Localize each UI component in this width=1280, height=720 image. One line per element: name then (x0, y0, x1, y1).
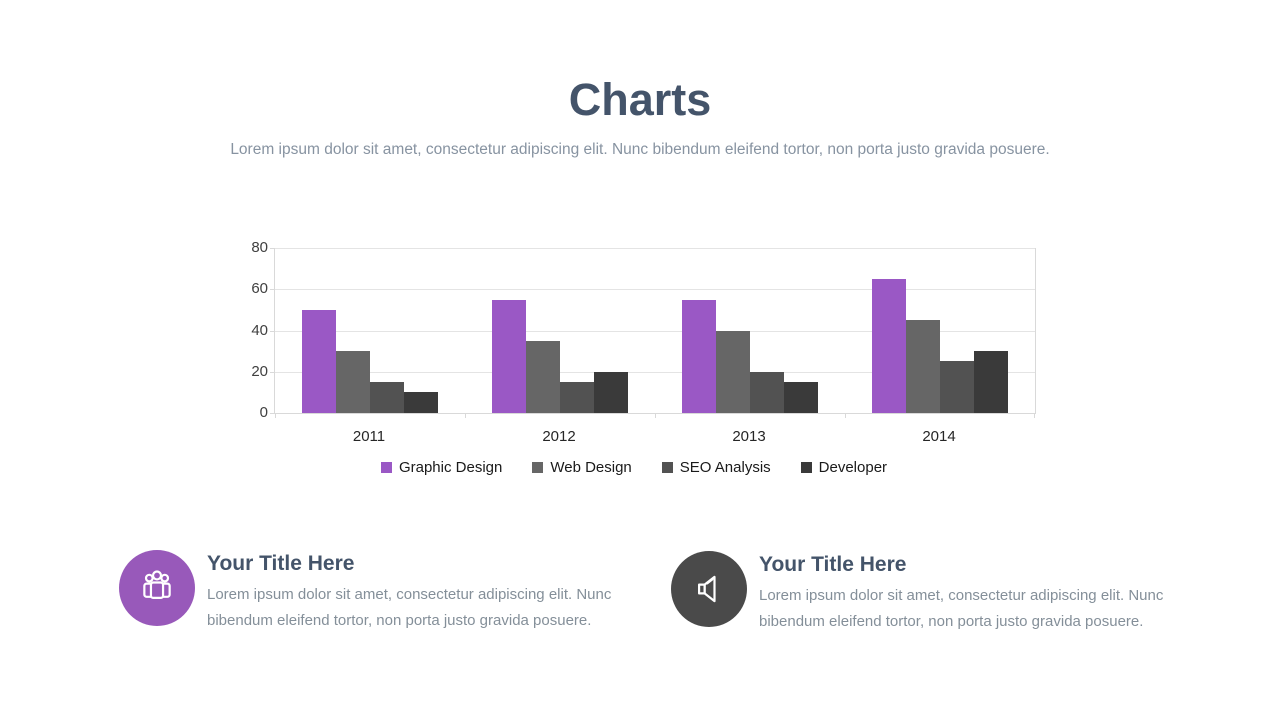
y-tick-label: 80 (251, 239, 268, 256)
feature-block-left: Your Title Here Lorem ipsum dolor sit am… (119, 550, 659, 633)
gridline (275, 248, 1035, 249)
bar-2011-seo-analysis (370, 382, 404, 413)
legend-label: Web Design (550, 459, 632, 476)
feature-block-right: Your Title Here Lorem ipsum dolor sit am… (671, 551, 1211, 634)
x-tick-label: 2013 (732, 428, 766, 445)
gridline (275, 330, 1035, 332)
bar-2012-graphic-design (492, 299, 526, 413)
bar-2012-developer (594, 371, 628, 413)
feature-body: Lorem ipsum dolor sit amet, consectetur … (207, 586, 612, 629)
feature-text: Your Title Here Lorem ipsum dolor sit am… (759, 551, 1211, 634)
bar-2013-web-design (716, 330, 750, 413)
bar-2011-developer (404, 392, 438, 413)
bar-chart: 0 20 40 60 80 2011 2012 2013 2014 Graphic Desig… (234, 239, 1036, 493)
legend-swatch (800, 462, 812, 473)
feature-title: Your Title Here (207, 552, 355, 575)
speaker-icon (698, 575, 716, 603)
y-axis-tick (270, 289, 274, 291)
gridline (275, 371, 1035, 373)
y-axis-labels: 0 20 40 60 80 (234, 239, 268, 421)
y-tick-label: 20 (251, 362, 268, 380)
speaker-icon-badge (671, 551, 747, 627)
y-tick-label: 40 (251, 321, 268, 339)
legend-item-seo-analysis: SEO Analysis (661, 459, 771, 476)
y-axis-tick (270, 413, 274, 414)
people-group-icon-badge (119, 550, 195, 626)
legend-item-developer: Developer (800, 459, 888, 476)
chart-plot-area (270, 248, 1036, 418)
page-title: Charts (568, 74, 712, 125)
legend-item-web-design: Web Design (532, 459, 632, 476)
legend-swatch (661, 462, 673, 473)
legend-label: SEO Analysis (679, 459, 771, 476)
bar-2013-developer (784, 382, 818, 413)
bar-2013-graphic-design (682, 299, 716, 413)
people-group-icon (143, 570, 171, 599)
x-axis-tick (1034, 414, 1035, 418)
feature-text: Your Title Here Lorem ipsum dolor sit am… (207, 550, 659, 633)
bar-2013-seo-analysis (750, 371, 784, 413)
bar-group-2013 (655, 248, 845, 413)
x-axis-tick (275, 414, 276, 418)
bar-2014-developer (974, 351, 1008, 413)
bar-group-2012 (465, 248, 655, 413)
y-tick-label: 0 (259, 404, 268, 421)
x-tick-label: 2014 (922, 428, 956, 445)
y-tick-label: 60 (251, 280, 268, 298)
bar-2011-graphic-design (302, 309, 336, 413)
bar-2014-seo-analysis (940, 361, 974, 413)
legend-item-graphic-design: Graphic Design (380, 459, 503, 476)
bar-group-2011 (275, 248, 465, 413)
bar-2014-graphic-design (872, 278, 906, 413)
gridline (275, 289, 1035, 291)
bar-group-2014 (845, 248, 1035, 413)
bar-2011-web-design (336, 351, 370, 413)
x-axis-tick (465, 414, 466, 418)
legend-swatch (532, 462, 544, 473)
y-axis-tick (270, 371, 274, 373)
bar-2012-seo-analysis (560, 382, 594, 413)
x-tick-label: 2012 (542, 428, 576, 445)
y-axis-tick (270, 330, 274, 332)
bar-groups (275, 248, 1035, 413)
x-axis-tick (655, 414, 656, 418)
legend-label: Graphic Design (398, 459, 503, 476)
x-axis-labels: 2011 2012 2013 2014 (274, 428, 1034, 445)
bar-2014-web-design (906, 320, 940, 413)
feature-body: Lorem ipsum dolor sit amet, consectetur … (759, 587, 1164, 630)
slide-subtitle: Lorem ipsum dolor sit amet, consectetur … (230, 141, 1050, 158)
bar-2012-web-design (526, 340, 560, 413)
x-tick-label: 2011 (352, 428, 386, 445)
legend-swatch (380, 462, 392, 473)
y-axis-tick (270, 248, 274, 249)
legend-label: Developer (818, 459, 888, 476)
x-axis-tick (845, 414, 846, 418)
chart-legend: Graphic Design Web Design SEO Analysis Deve… (234, 459, 1034, 476)
feature-title: Your Title Here (759, 553, 907, 576)
